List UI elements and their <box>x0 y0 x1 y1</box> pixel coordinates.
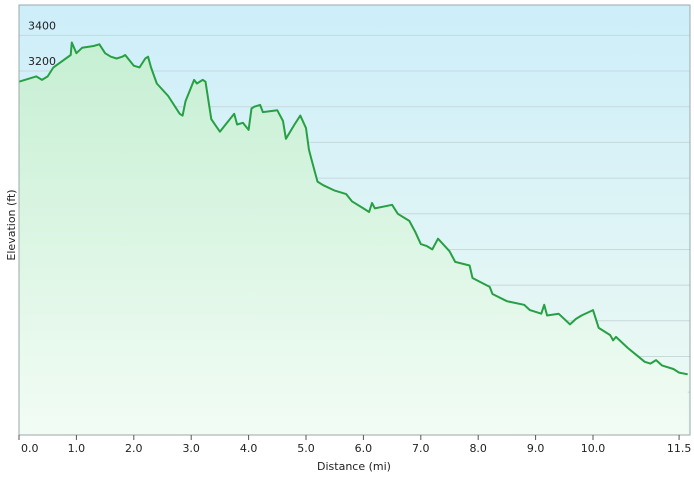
x-tick-label: 11.5 <box>667 442 692 455</box>
y-tick-label: 3200 <box>28 55 56 68</box>
y-tick-label: 3400 <box>28 19 56 32</box>
plot-border <box>18 4 691 436</box>
x-tick-label: 5.0 <box>297 442 315 455</box>
x-tick-label: 1.0 <box>68 442 86 455</box>
x-tick-label: 8.0 <box>469 442 487 455</box>
x-tick-label: 3.0 <box>182 442 200 455</box>
y-axis-label: Elevation (ft) <box>5 189 18 260</box>
x-axis-label: Distance (mi) <box>317 460 391 473</box>
area <box>19 42 688 435</box>
x-tick-label: 0.0 <box>21 442 39 455</box>
x-tick-label: 9.0 <box>527 442 545 455</box>
line <box>18 41 688 376</box>
x-tick-label: 10.0 <box>581 442 606 455</box>
x-tick-label: 7.0 <box>412 442 430 455</box>
x-tick-label: 6.0 <box>355 442 373 455</box>
x-tick-label: 4.0 <box>240 442 258 455</box>
x-tick-label: 2.0 <box>125 442 143 455</box>
